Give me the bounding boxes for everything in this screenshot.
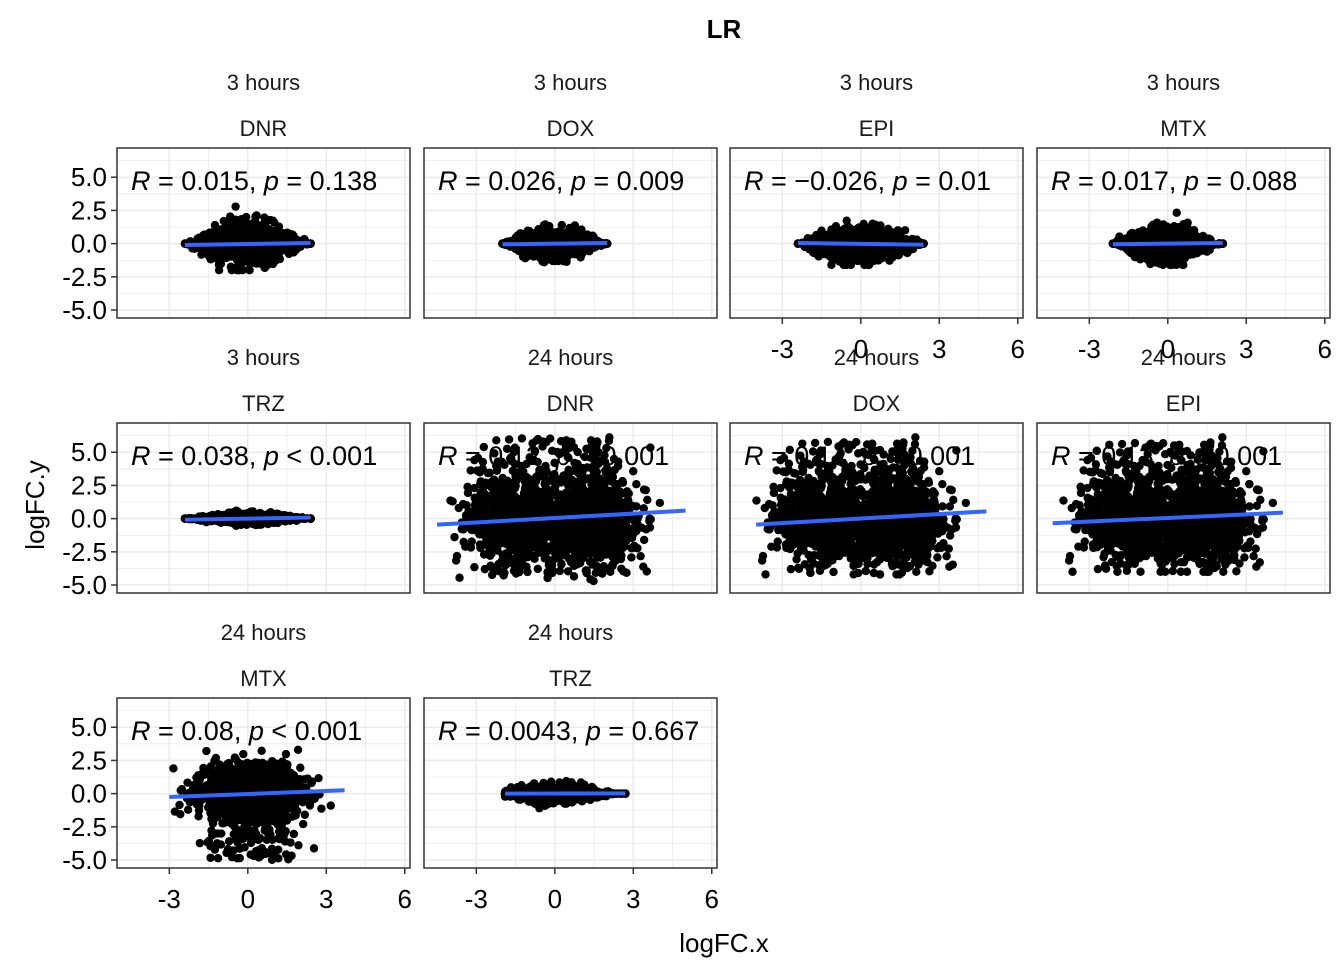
- panel-drug-label: TRZ: [242, 391, 285, 416]
- panel-time-label: 3 hours: [227, 70, 300, 95]
- stat-annotation: R = 0.13, p < 0.001: [1051, 441, 1282, 471]
- x-tick-label: 6: [1011, 334, 1025, 364]
- stat-annotation: R = 0.038, p < 0.001: [131, 441, 377, 471]
- panel-time-label: 24 hours: [528, 620, 614, 645]
- stat-annotation: R = 0.026, p = 0.009: [438, 166, 684, 196]
- y-tick-label: 2.5: [71, 195, 107, 225]
- panel-time-label: 3 hours: [534, 70, 607, 95]
- fit-line: [1113, 243, 1223, 244]
- panel-time-label: 24 hours: [834, 345, 920, 370]
- panel-time-label: 24 hours: [1141, 345, 1227, 370]
- x-tick-label: 3: [932, 334, 946, 364]
- y-tick-label: 0.0: [71, 504, 107, 534]
- panel-points: [169, 746, 335, 864]
- y-tick-label: 5.0: [71, 712, 107, 742]
- x-tick-label: -3: [465, 884, 488, 914]
- panel-time-label: 3 hours: [227, 345, 300, 370]
- x-tick-label: 3: [319, 884, 333, 914]
- y-tick-label: 0.0: [71, 779, 107, 809]
- chart-title: LR: [707, 14, 742, 44]
- x-tick-label: 0: [548, 884, 562, 914]
- panel-3-hours-dox: 3 hours DOX R = 0.026, p = 0.009: [424, 70, 717, 318]
- stat-annotation: R = 0.12, p < 0.001: [438, 441, 669, 471]
- panel-drug-label: EPI: [1166, 391, 1201, 416]
- fit-line: [502, 243, 607, 244]
- y-tick-label: 2.5: [71, 745, 107, 775]
- panel-drug-label: MTX: [240, 666, 287, 691]
- x-tick-label: 0: [241, 884, 255, 914]
- x-tick-label: 6: [1318, 334, 1332, 364]
- y-tick-label: 5.0: [71, 437, 107, 467]
- x-tick-label: 6: [398, 884, 412, 914]
- panel-24-hours-dnr: 24 hours DNR R = 0.12, p < 0.001: [424, 345, 717, 593]
- panel-24-hours-epi: 24 hours EPI R = 0.13, p < 0.001: [1037, 345, 1330, 593]
- y-tick-label: -2.5: [62, 812, 107, 842]
- panel-drug-label: MTX: [1160, 116, 1207, 141]
- y-tick-label: 0.0: [71, 229, 107, 259]
- panel-drug-label: TRZ: [549, 666, 592, 691]
- y-axis-label: logFC.y: [20, 460, 50, 550]
- panel-drug-label: DOX: [547, 116, 595, 141]
- panel-drug-label: DNR: [547, 391, 595, 416]
- x-axis-label: logFC.x: [679, 928, 769, 958]
- x-tick-label: -3: [771, 334, 794, 364]
- fit-line: [185, 518, 311, 520]
- panel-time-label: 3 hours: [840, 70, 913, 95]
- x-tick-label: -3: [158, 884, 181, 914]
- panel-24-hours-trz: 24 hours TRZ R = 0.0043, p = 0.667 -3 0 3 6: [424, 620, 719, 914]
- stat-annotation: R = 0.017, p = 0.088: [1051, 166, 1297, 196]
- panel-time-label: 24 hours: [221, 620, 307, 645]
- y-tick-label: -5.0: [62, 570, 107, 600]
- panel-time-label: 24 hours: [528, 345, 614, 370]
- y-tick-label: 2.5: [71, 470, 107, 500]
- x-tick-label: 6: [705, 884, 719, 914]
- y-tick-label: -5.0: [62, 845, 107, 875]
- panel-drug-label: EPI: [859, 116, 894, 141]
- panel-time-label: 3 hours: [1147, 70, 1220, 95]
- stat-annotation: R = −0.026, p = 0.01: [744, 166, 991, 196]
- stat-annotation: R = 0.0043, p = 0.667: [438, 716, 699, 746]
- y-tick-label: -2.5: [62, 262, 107, 292]
- stat-annotation: R = 0.015, p = 0.138: [131, 166, 377, 196]
- y-tick-label: -5.0: [62, 295, 107, 325]
- fit-line: [798, 243, 924, 245]
- x-tick-label: -3: [1078, 334, 1101, 364]
- x-tick-label: 3: [1239, 334, 1253, 364]
- panel-drug-label: DNR: [240, 116, 288, 141]
- fit-line: [185, 243, 311, 245]
- x-tick-label: 3: [626, 884, 640, 914]
- panel-drug-label: DOX: [853, 391, 901, 416]
- stat-annotation: R = 0.14, p < 0.001: [744, 441, 975, 471]
- stat-annotation: R = 0.08, p < 0.001: [131, 716, 362, 746]
- panel-24-hours-dox: 24 hours DOX R = 0.14, p < 0.001: [730, 345, 1023, 593]
- y-tick-label: 5.0: [71, 162, 107, 192]
- y-tick-label: -2.5: [62, 537, 107, 567]
